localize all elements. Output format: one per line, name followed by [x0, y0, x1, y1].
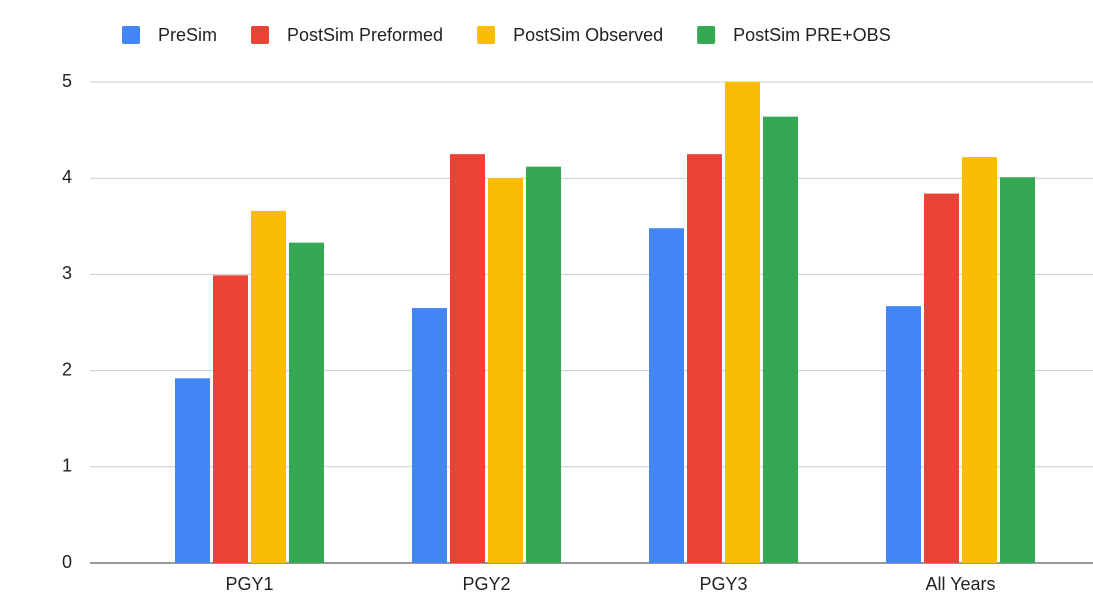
- bar: [763, 116, 798, 563]
- legend-label: PostSim PRE+OBS: [733, 25, 891, 45]
- y-tick-label: 0: [62, 552, 72, 572]
- legend-label: PostSim Preformed: [287, 25, 443, 45]
- bar: [289, 242, 324, 564]
- bar: [488, 178, 523, 563]
- x-tick-label: PGY3: [699, 574, 747, 594]
- legend-swatch: [697, 26, 716, 44]
- y-tick-label: 2: [62, 359, 72, 379]
- bar: [962, 157, 997, 563]
- bar: [886, 306, 921, 563]
- bar: [924, 193, 959, 564]
- bar: [526, 166, 561, 563]
- y-tick-label: 3: [62, 263, 72, 283]
- bar: [450, 154, 485, 563]
- legend-swatch: [251, 26, 270, 44]
- bar: [687, 154, 722, 563]
- legend-label: PostSim Observed: [513, 25, 663, 45]
- bar: [649, 228, 684, 563]
- x-tick-label: All Years: [925, 574, 995, 594]
- x-tick-label: PGY1: [225, 574, 273, 594]
- bar: [213, 275, 248, 563]
- y-tick-label: 5: [62, 71, 72, 91]
- bar: [251, 210, 286, 563]
- x-tick-label: PGY2: [462, 574, 510, 594]
- y-tick-label: 4: [62, 167, 72, 187]
- bar: [175, 378, 210, 563]
- bar: [1000, 177, 1035, 563]
- y-tick-label: 1: [62, 456, 72, 476]
- bar: [412, 308, 447, 563]
- legend-swatch: [477, 26, 496, 44]
- bar: [725, 82, 760, 563]
- legend-label: PreSim: [158, 25, 217, 45]
- legend-swatch: [122, 26, 140, 44]
